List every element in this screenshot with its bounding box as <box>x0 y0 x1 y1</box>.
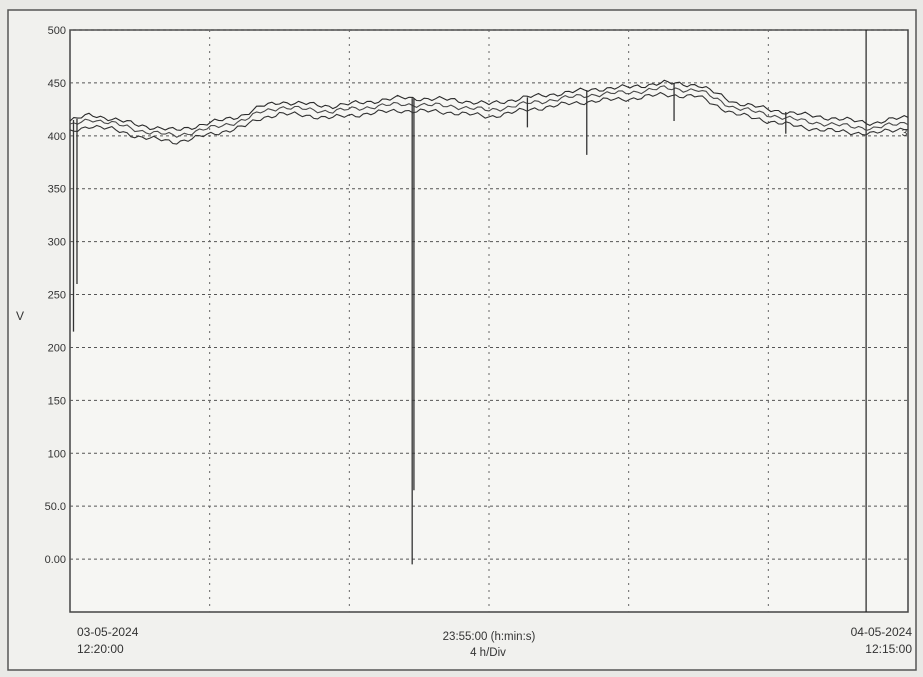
y-tick-label: 400 <box>48 131 66 143</box>
y-tick-label: 300 <box>48 237 66 249</box>
x-center-time: 23:55:00 (h:min:s) <box>443 631 536 643</box>
y-tick-label: 250 <box>48 290 66 302</box>
y-tick-label: 100 <box>48 448 66 460</box>
y-tick-label: 450 <box>48 78 66 90</box>
y-tick-label: 0.00 <box>45 554 66 566</box>
x-start-time: 12:20:00 <box>77 642 124 656</box>
y-tick-label: 50.0 <box>45 501 66 513</box>
series-line <box>69 85 909 138</box>
y-tick-label: 350 <box>48 184 66 196</box>
voltage-dips <box>72 83 787 565</box>
x-end-date: 04-05-2024 <box>851 625 913 639</box>
series-lines <box>69 79 909 145</box>
y-tick-label: 150 <box>48 395 66 407</box>
grid-lines <box>70 29 908 612</box>
series-marker-label: 3 <box>902 128 908 139</box>
y-axis-label: V <box>16 309 24 323</box>
x-scale: 4 h/Div <box>470 647 506 659</box>
series-line <box>69 79 909 131</box>
x-start-date: 03-05-2024 <box>77 625 139 639</box>
y-axis-ticks: 500 450 400 350 300 250 200 150 100 50.0 0.00 <box>45 25 66 566</box>
y-tick-label: 200 <box>48 342 66 354</box>
series-line <box>69 91 909 145</box>
y-tick-label: 500 <box>48 25 66 37</box>
x-end-time: 12:15:00 <box>865 642 912 656</box>
markers: 3 <box>902 128 908 139</box>
